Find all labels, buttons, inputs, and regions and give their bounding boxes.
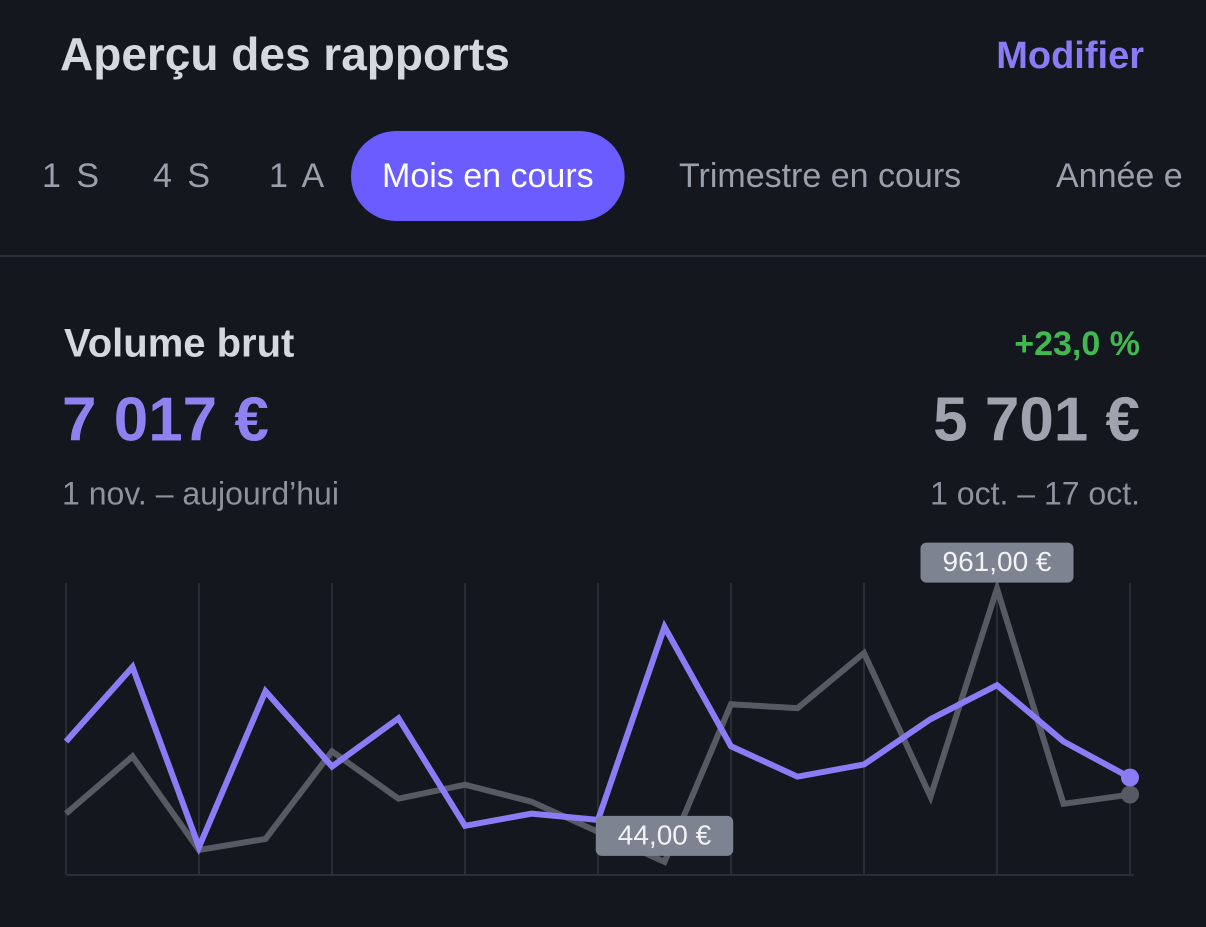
- tab-label[interactable]: Trimestre en cours: [679, 157, 961, 195]
- previous-value: 5 701 €: [933, 385, 1140, 454]
- page-title: Aperçu des rapports: [60, 28, 510, 80]
- value-label: 44,00 €: [595, 815, 734, 856]
- edit-button[interactable]: Modifier: [996, 35, 1144, 77]
- current-value: 7 017 €: [62, 385, 269, 454]
- tab-label[interactable]: Année e: [1056, 157, 1183, 195]
- period-tabs: 1 S 4 S 1 A Mois en cours Trimestre en cours…: [42, 131, 1183, 221]
- divider: [0, 255, 1206, 257]
- current-period: 1 nov. – aujourd’hui: [62, 475, 339, 511]
- tab-label[interactable]: 4 S: [153, 157, 213, 195]
- metric-title: Volume brut: [64, 322, 294, 366]
- previous-period: 1 oct. – 17 oct.: [930, 475, 1140, 511]
- chart: 44,00 € 961,00 €: [63, 542, 1139, 876]
- active-tab[interactable]: [351, 131, 625, 221]
- value-label-box: [920, 542, 1074, 583]
- tab-label[interactable]: 1 S: [42, 157, 102, 195]
- value-label-text: 44,00 €: [618, 819, 712, 850]
- value-label-box: [595, 815, 734, 856]
- tab-label[interactable]: 1 A: [269, 157, 327, 195]
- end-dot: [1121, 768, 1139, 787]
- end-dot: [1121, 785, 1139, 804]
- change-percent: +23,0 %: [1014, 325, 1140, 363]
- tab-label[interactable]: Mois en cours: [382, 157, 594, 195]
- value-label: 961,00 €: [920, 542, 1074, 583]
- value-label-text: 961,00 €: [943, 546, 1052, 577]
